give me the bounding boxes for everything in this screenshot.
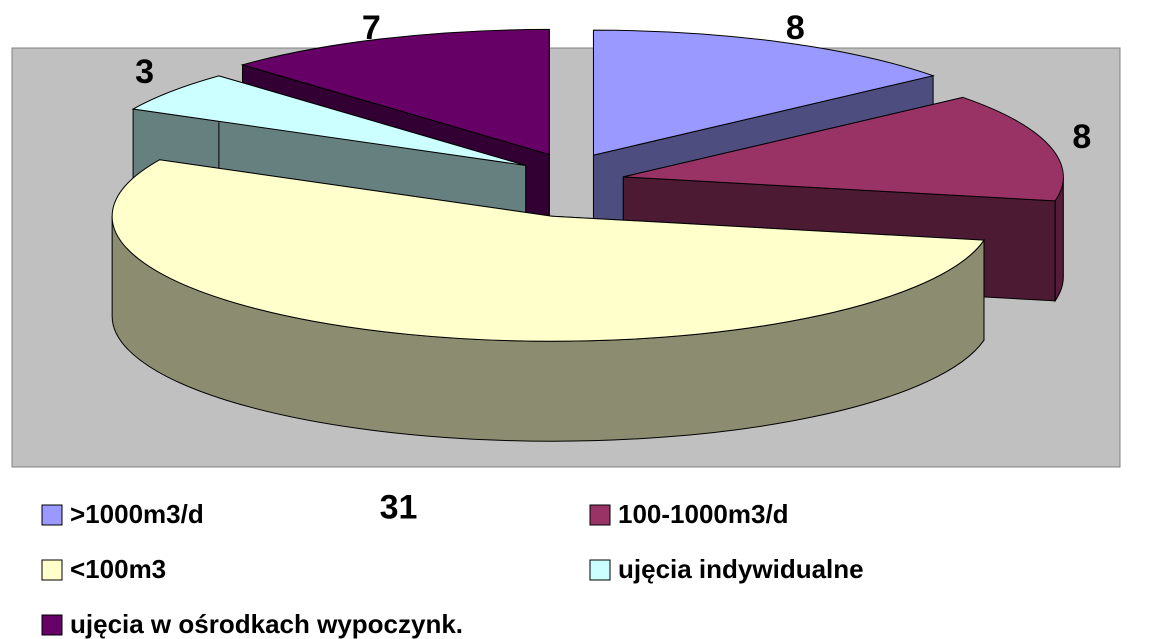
legend-label: ujęcia w ośrodkach wypoczynk. (70, 609, 463, 639)
data-label: 8 (1072, 118, 1091, 156)
legend-swatch (41, 504, 63, 526)
slice (592, 29, 935, 156)
slice (111, 159, 985, 342)
data-label: 8 (786, 9, 805, 47)
legend-label: <100m3 (70, 554, 166, 584)
legend-swatch (589, 504, 611, 526)
legend-swatch (41, 559, 63, 581)
legend-label: 100-1000m3/d (618, 499, 789, 529)
data-label: 3 (135, 53, 154, 91)
slice (623, 96, 1064, 202)
data-label: 31 (380, 489, 418, 527)
legend-label: ujęcia indywidualne (618, 554, 864, 584)
legend-swatch (589, 559, 611, 581)
legend-label: >1000m3/d (70, 499, 204, 529)
slice (240, 28, 550, 156)
slice (131, 75, 526, 166)
legend-swatch (41, 614, 63, 636)
data-label: 7 (362, 9, 381, 47)
